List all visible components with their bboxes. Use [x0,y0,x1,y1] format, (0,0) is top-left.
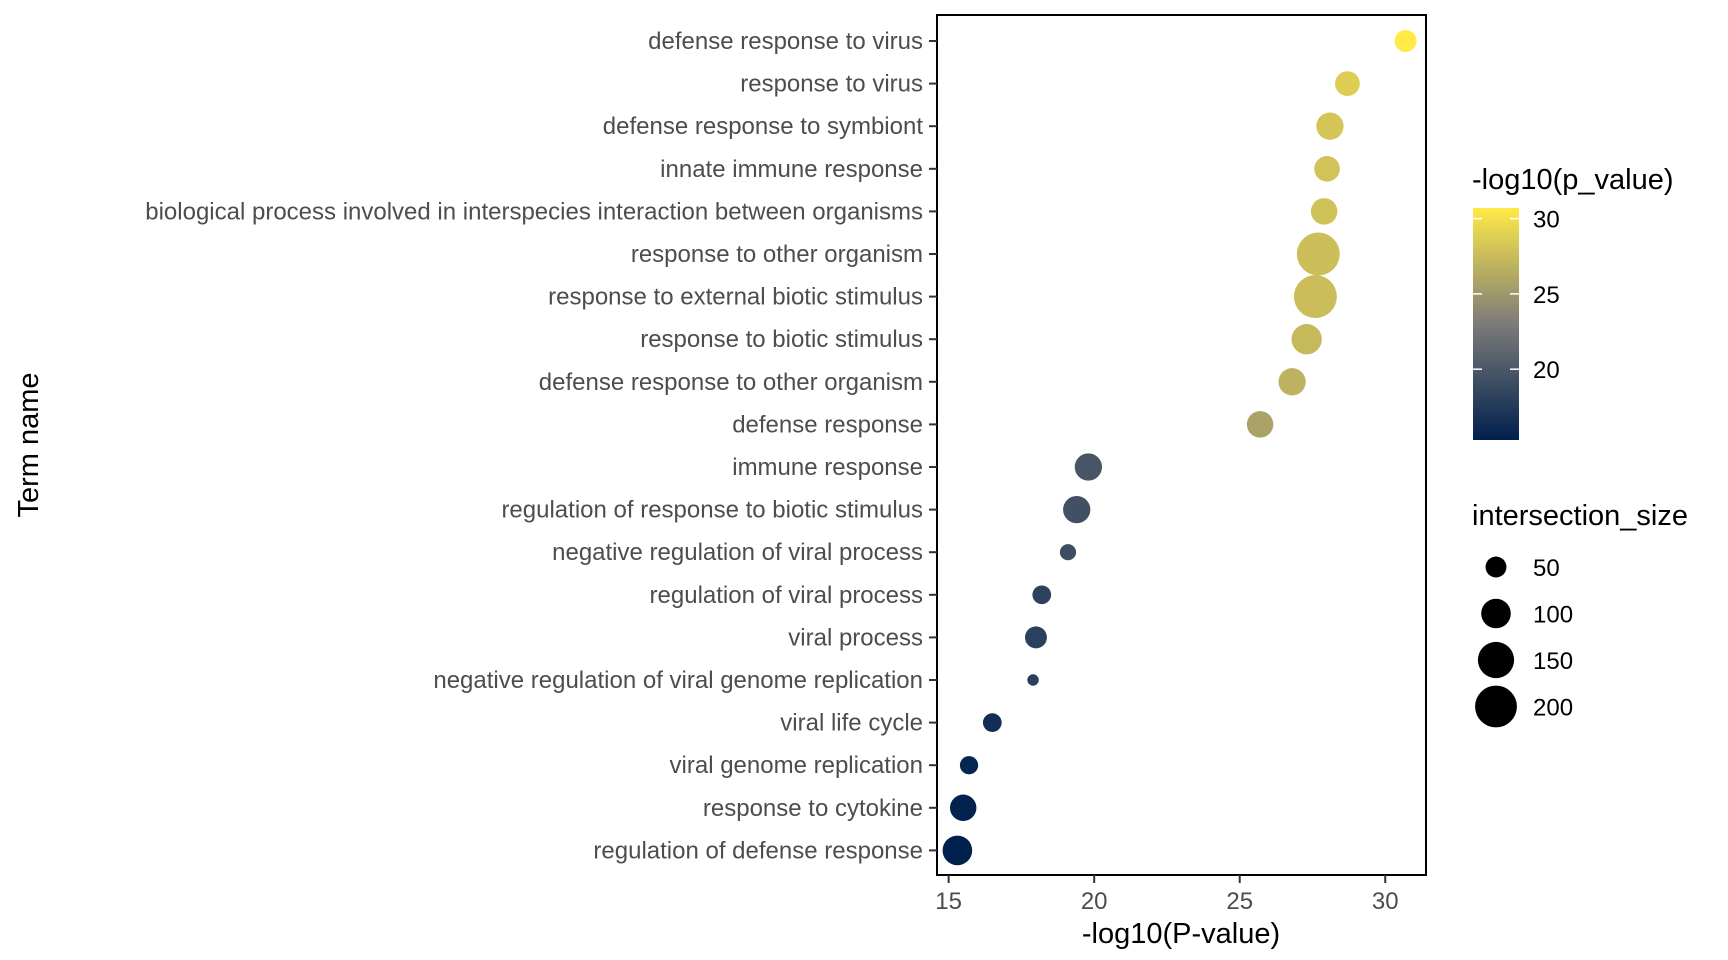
data-point [1314,155,1340,182]
data-point [1278,368,1306,396]
y-tick-label: defense response to symbiont [603,113,924,140]
y-tick-label: viral genome replication [670,752,923,779]
y-tick-label: regulation of response to biotic stimulu… [501,497,923,524]
data-point [942,835,973,866]
size-key-dot [1477,641,1515,679]
size-key-label: 50 [1533,555,1560,582]
y-tick-label: viral life cycle [780,710,923,737]
color-legend-ticks: 20 25 30 [1473,207,1560,384]
data-point [1296,232,1340,276]
color-bar [1473,208,1519,440]
size-legend-title: intersection_size [1472,500,1688,532]
data-point [1291,324,1322,355]
x-tick-label: 30 [1372,888,1399,915]
y-tick-label: response to external biotic stimulus [548,284,923,311]
data-point [1032,585,1052,605]
y-tick-label: negative regulation of viral genome repl… [433,667,923,694]
data-point [1063,495,1091,524]
data-point [1335,71,1360,96]
data-point [1310,198,1338,225]
x-tick-label: 20 [1081,888,1108,915]
data-point [1074,453,1103,481]
size-legend: intersection_size 50 100 150 200 [1472,500,1688,728]
data-point [1059,544,1077,561]
data-points [942,30,1417,866]
size-key-dot [1481,598,1511,629]
y-tick-label: defense response [732,411,923,438]
x-tick-label: 25 [1226,888,1253,915]
data-point [949,794,977,822]
data-point [1394,30,1417,52]
size-key-dot [1485,556,1507,578]
y-tick-label: regulation of defense response [593,837,923,864]
size-key-label: 100 [1533,602,1573,629]
data-point [982,713,1002,732]
size-key-dot [1475,685,1517,728]
size-key-label: 150 [1533,648,1573,675]
plot-panel [936,14,1427,876]
color-tick-label: 30 [1533,207,1560,234]
y-axis-title: Term name [13,372,45,517]
data-point [1027,674,1039,686]
y-tick-label: regulation of viral process [650,582,923,609]
y-tick-label: negative regulation of viral process [552,539,923,566]
color-tick-label: 25 [1533,282,1560,309]
size-key-label: 200 [1533,695,1573,722]
x-axis-title: -log10(P-value) [1082,918,1280,950]
y-tick-label: response to virus [740,71,923,98]
y-tick-label: response to other organism [631,241,923,268]
data-point [959,756,979,775]
y-tick-label: defense response to virus [648,28,923,55]
color-legend: -log10(p_value) 20 25 30 [1472,164,1674,440]
y-tick-label: response to biotic stimulus [640,326,923,353]
x-tick-label: 15 [935,888,962,915]
y-tick-label: biological process involved in interspec… [145,198,923,225]
data-point [1316,112,1344,140]
color-legend-title: -log10(p_value) [1472,164,1674,196]
y-axis: defense response to virus response to vir… [145,28,937,864]
y-tick-label: viral process [788,624,923,651]
y-tick-label: immune response [732,454,923,481]
y-tick-label: response to cytokine [703,795,923,822]
data-point [1293,275,1337,319]
y-tick-label: defense response to other organism [539,369,923,396]
y-tick-label: innate immune response [660,156,923,183]
data-point [1024,626,1047,649]
size-legend-keys: 50 100 150 200 [1475,555,1573,728]
x-axis: 15 20 25 30 [935,875,1399,915]
data-point [1246,411,1274,438]
color-tick-label: 20 [1533,357,1560,384]
